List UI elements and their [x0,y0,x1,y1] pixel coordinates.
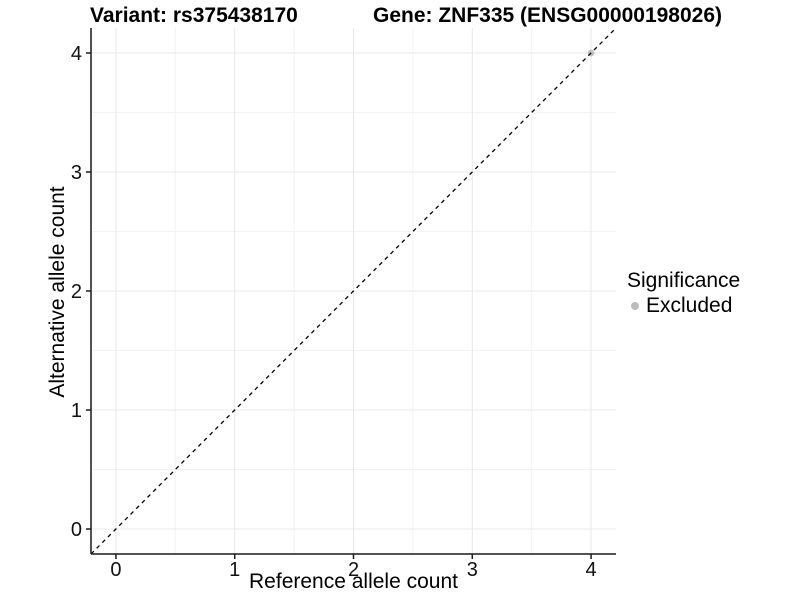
legend-item-excluded: Excluded [627,294,740,317]
excluded-point-icon [631,301,639,310]
legend-title: Significance [627,269,741,292]
x-tick-label: 3 [467,559,478,581]
y-tick-label: 2 [71,281,82,303]
gene-title: Gene: ZNF335 (ENSG00000198026) [373,4,723,27]
y-tick-label: 3 [71,162,82,184]
y-axis-title: Alternative allele count [46,186,69,398]
legend-item-label: Excluded [646,294,733,317]
x-tick-label: 4 [585,559,596,581]
x-axis-title: Reference allele count [249,570,458,593]
y-tick-label: 0 [71,519,82,541]
legend: Significance Excluded [627,269,740,317]
x-tick-label: 0 [110,559,121,581]
y-tick-label: 4 [71,43,82,65]
identity-line [90,27,617,555]
x-tick-label: 1 [229,559,240,581]
y-tick-label: 1 [71,400,82,422]
x-tick-label: 2 [348,559,359,581]
variant-title: Variant: rs375438170 [90,4,298,27]
